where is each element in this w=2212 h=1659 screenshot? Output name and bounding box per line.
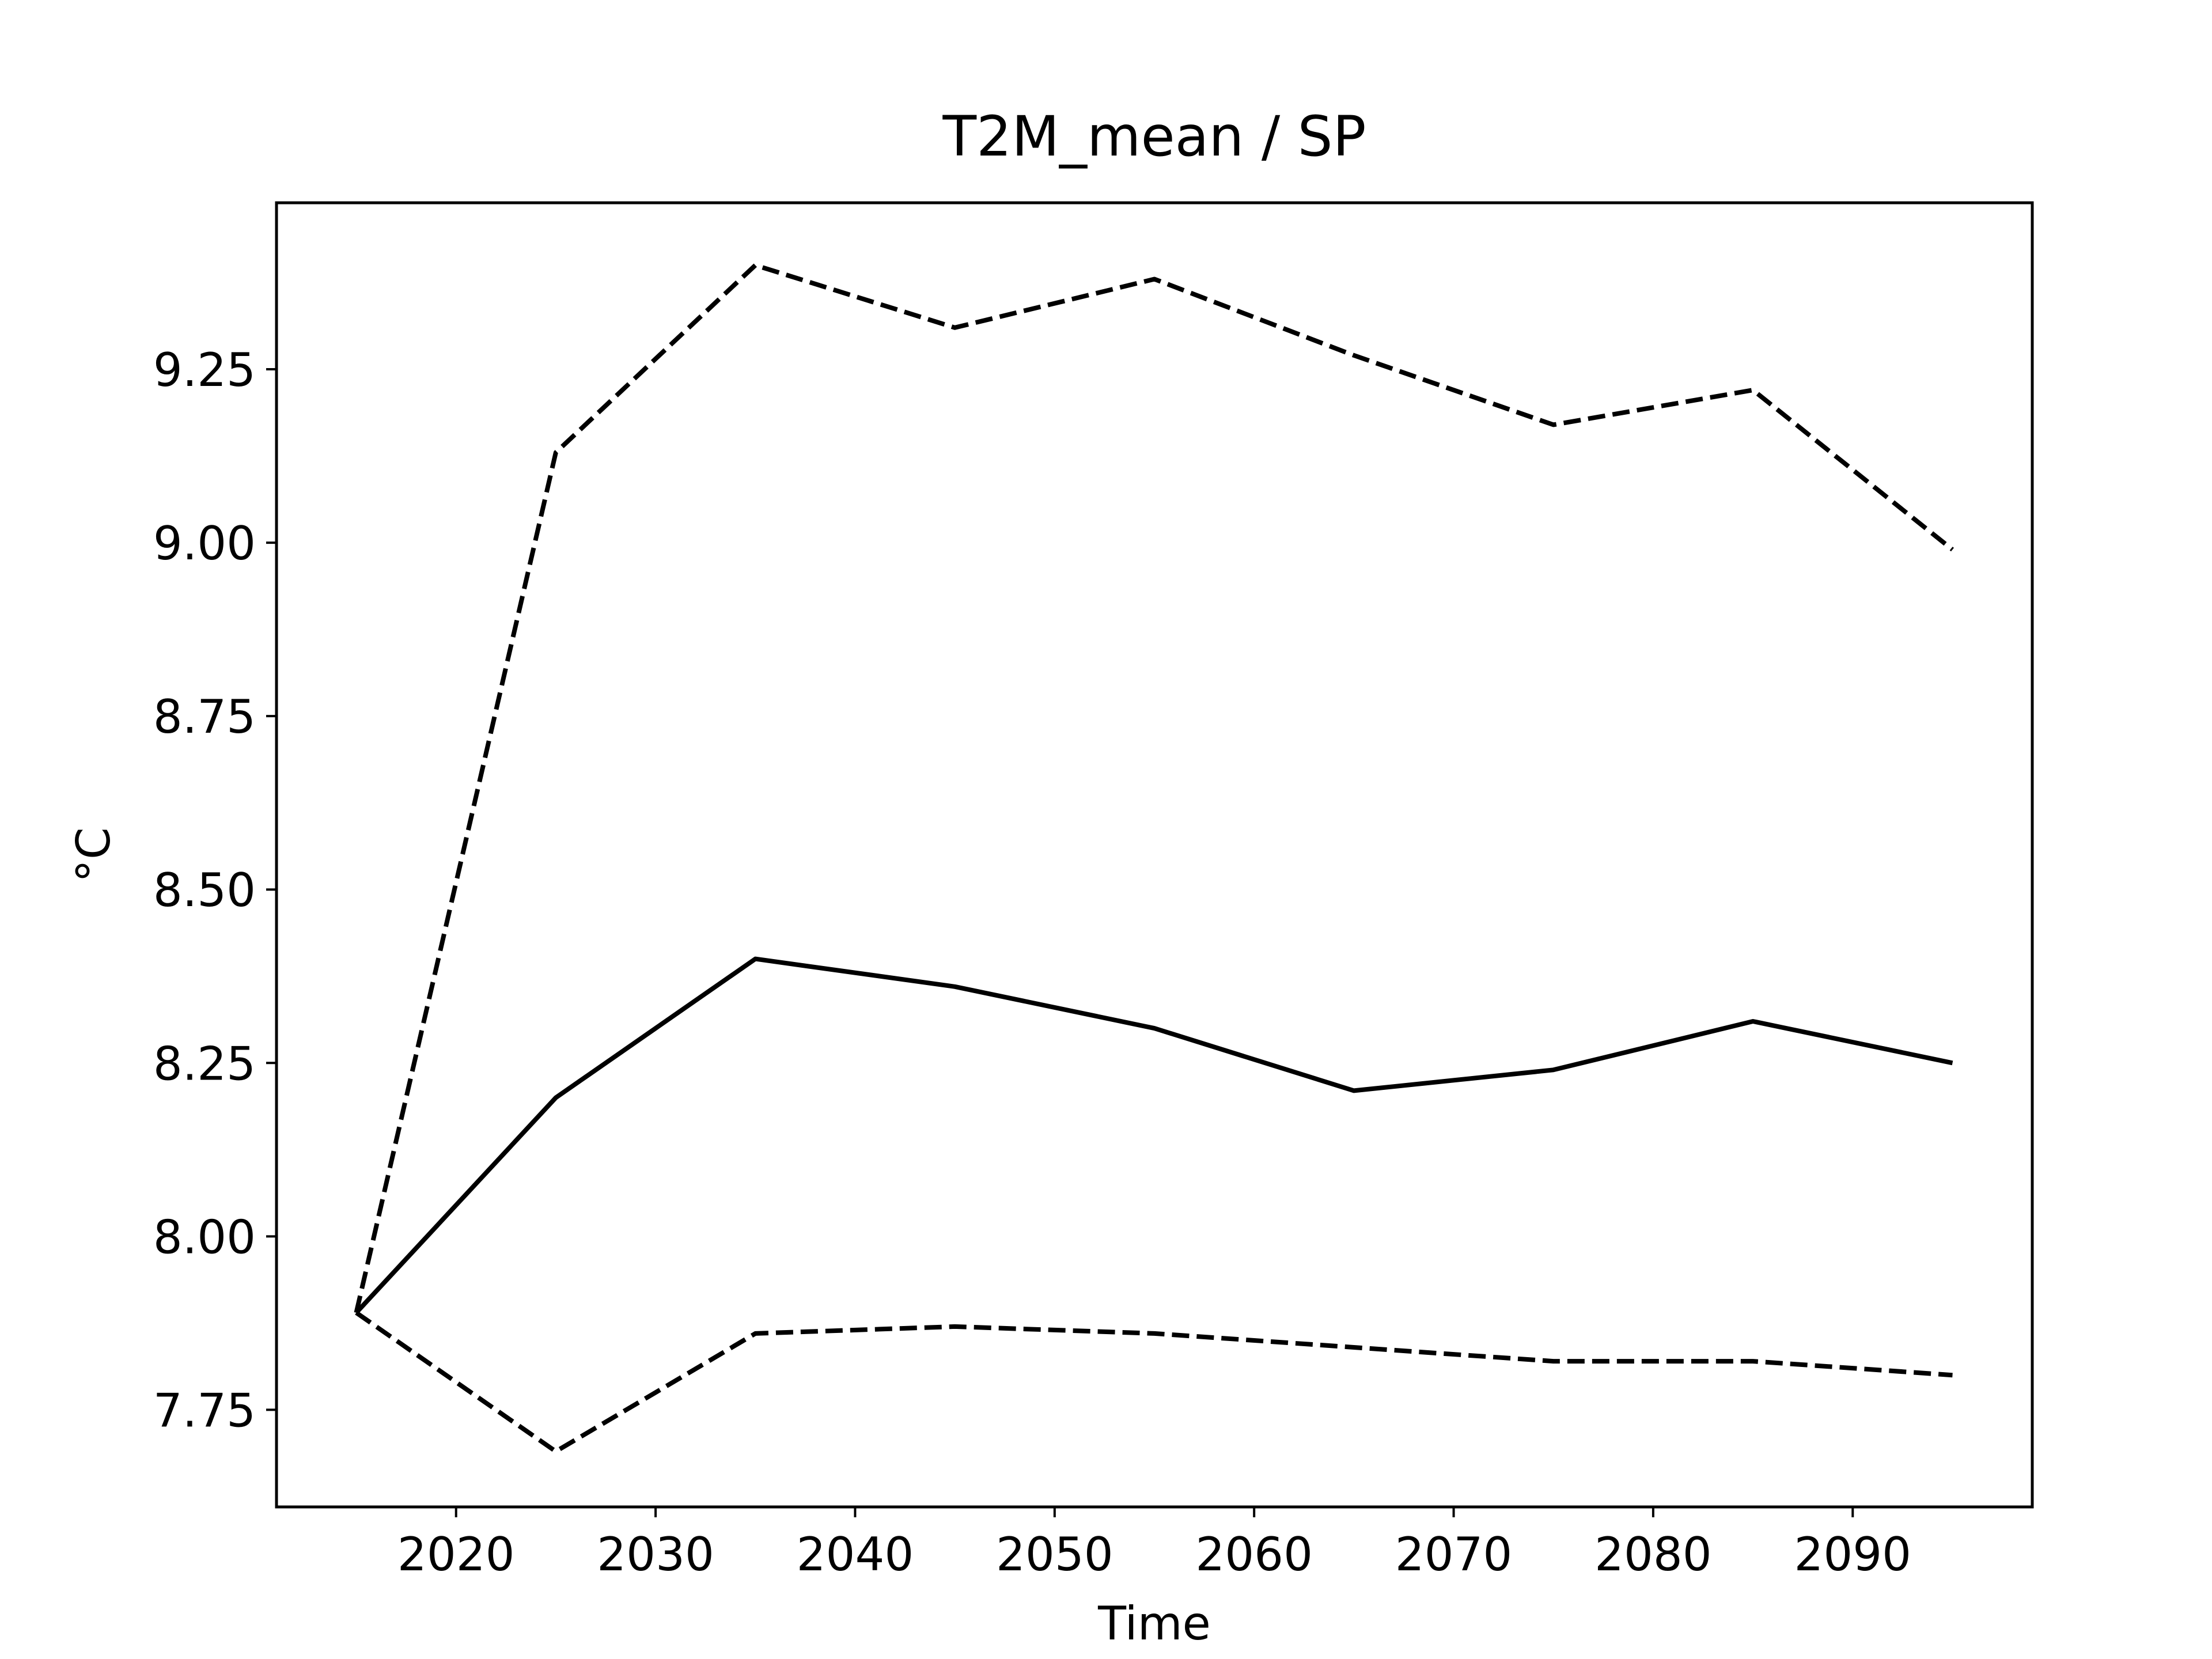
- x-axis-title: Time: [1097, 1597, 1211, 1650]
- chart-title: T2M_mean / SP: [942, 104, 1366, 169]
- x-tick-label: 2090: [1794, 1528, 1911, 1581]
- y-tick-label: 8.75: [153, 690, 256, 744]
- x-tick-label: 2020: [397, 1528, 515, 1581]
- x-tick-label: 2040: [797, 1528, 914, 1581]
- x-tick-label: 2050: [996, 1528, 1113, 1581]
- plot-frame: [275, 201, 2034, 1509]
- series-line-2: [354, 263, 1954, 1313]
- y-axis-title: °C: [67, 827, 120, 882]
- series-lines: [354, 263, 1954, 1454]
- axis-ticks: 2020 2030 2040 2050 2060 2070 2080 2090 7.75 8.00…: [153, 343, 1911, 1581]
- x-tick-label: 2070: [1395, 1528, 1513, 1581]
- x-tick-label: 2080: [1594, 1528, 1712, 1581]
- y-tick-label: 9.00: [153, 517, 256, 570]
- series-line-3: [355, 1310, 1953, 1454]
- series-line-1: [354, 956, 1953, 1315]
- y-tick-label: 9.25: [153, 343, 256, 397]
- y-tick-label: 8.00: [153, 1210, 256, 1264]
- y-tick-label: 8.25: [153, 1037, 256, 1090]
- y-tick-label: 7.75: [153, 1384, 256, 1437]
- x-tick-label: 2060: [1195, 1528, 1313, 1581]
- x-tick-label: 2030: [597, 1528, 714, 1581]
- y-tick-label: 8.50: [153, 863, 256, 917]
